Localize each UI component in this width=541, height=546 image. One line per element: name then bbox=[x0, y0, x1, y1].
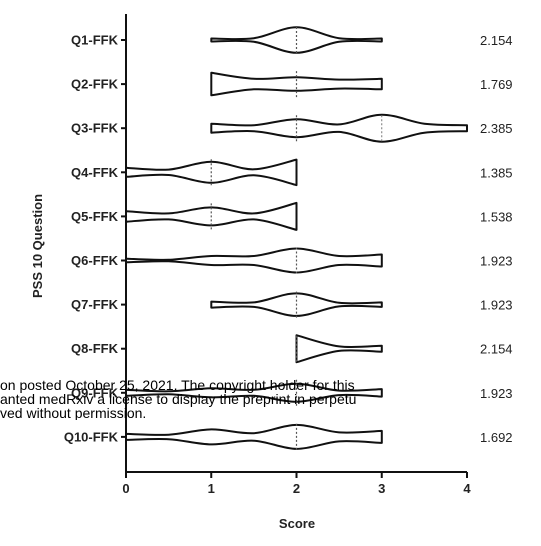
y-tick-label-2: Q3-FFK bbox=[71, 121, 119, 136]
violin-3 bbox=[125, 158, 298, 187]
mean-value-label-0: 2.154 bbox=[480, 33, 513, 48]
mean-value-label-8: 1.923 bbox=[480, 386, 513, 401]
violin-8 bbox=[125, 382, 383, 403]
y-axis-title: PSS 10 Question bbox=[30, 194, 45, 298]
y-tick-label-6: Q7-FFK bbox=[71, 297, 119, 312]
violin-4 bbox=[125, 201, 298, 231]
x-axis-title: Score bbox=[279, 516, 315, 531]
x-tick-label-0: 0 bbox=[122, 481, 129, 496]
violin-6 bbox=[210, 292, 383, 317]
violin-9 bbox=[125, 423, 383, 450]
violin-5 bbox=[125, 247, 383, 274]
mean-value-label-6: 1.923 bbox=[480, 298, 513, 313]
y-tick-label-4: Q5-FFK bbox=[71, 209, 119, 224]
mean-value-label-3: 1.385 bbox=[480, 165, 513, 180]
x-tick-label-2: 2 bbox=[293, 481, 300, 496]
x-tick-label-4: 4 bbox=[463, 481, 471, 496]
mean-value-label-9: 1.692 bbox=[480, 430, 513, 445]
y-tick-label-7: Q8-FFK bbox=[71, 341, 119, 356]
y-tick-label-0: Q1-FFK bbox=[71, 33, 119, 48]
y-tick-label-5: Q6-FFK bbox=[71, 253, 119, 268]
violin-0 bbox=[210, 26, 383, 54]
y-tick-label-1: Q2-FFK bbox=[71, 77, 119, 92]
violin-1 bbox=[210, 71, 383, 97]
mean-value-label-7: 2.154 bbox=[480, 342, 513, 357]
mean-value-label-1: 1.769 bbox=[480, 77, 513, 92]
mean-value-label-4: 1.538 bbox=[480, 209, 513, 224]
y-tick-label-3: Q4-FFK bbox=[71, 165, 119, 180]
mean-value-label-2: 2.385 bbox=[480, 121, 513, 136]
mean-value-label-5: 1.923 bbox=[480, 254, 513, 269]
x-tick-label-3: 3 bbox=[378, 481, 385, 496]
y-tick-label-8: Q9-FFK bbox=[71, 385, 119, 400]
y-tick-label-9: Q10-FFK bbox=[64, 429, 119, 444]
x-tick-label-1: 1 bbox=[208, 481, 215, 496]
violin-7 bbox=[295, 334, 383, 364]
plot-area: 0 1 2 3 4 Q1-FFK 2.154 Q2-FFK 1.769 Q3-FFK 2.385 Q4… bbox=[64, 14, 513, 496]
violin-2 bbox=[210, 113, 468, 143]
